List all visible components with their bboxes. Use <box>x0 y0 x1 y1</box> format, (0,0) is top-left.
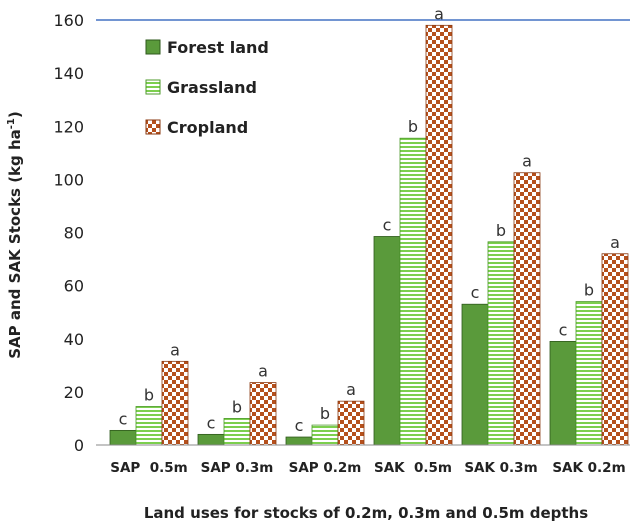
significance-label: a <box>258 362 268 381</box>
bar-forest <box>549 341 577 446</box>
bar-grassland <box>487 241 515 446</box>
significance-label: b <box>496 221 506 240</box>
y-tick-label: 140 <box>53 64 84 83</box>
significance-label: a <box>434 4 444 23</box>
bar-cropland <box>513 172 541 446</box>
significance-label: c <box>295 416 304 435</box>
legend-swatch-forest <box>145 39 161 55</box>
y-axis-title: SAP and SAK Stocks (kg ha-1) <box>6 111 24 359</box>
y-tick-label: 80 <box>64 224 84 243</box>
bar-grassland <box>135 406 163 446</box>
significance-label: b <box>320 404 330 423</box>
y-axis-title-close: ) <box>6 111 24 118</box>
bar-forest <box>373 236 401 446</box>
bar-grassland <box>399 137 427 446</box>
legend-swatch-cropland <box>145 119 161 135</box>
legend-swatch-grassland <box>145 79 161 95</box>
significance-label: c <box>207 413 216 432</box>
y-axis-title-main: SAP and SAK Stocks (kg ha <box>6 129 24 359</box>
y-tick-label: 0 <box>74 436 84 455</box>
significance-label: b <box>408 117 418 136</box>
legend-item-grassland: Grassland <box>145 78 257 97</box>
x-category-label: SAP 0.3m <box>201 460 274 476</box>
significance-label: c <box>383 215 392 234</box>
significance-label: b <box>144 385 154 404</box>
significance-label: b <box>584 281 594 300</box>
bar-cropland <box>249 382 277 446</box>
legend-label-forest: Forest land <box>167 38 269 57</box>
legend-item-cropland: Cropland <box>145 118 248 137</box>
y-tick-label: 120 <box>53 117 84 136</box>
bar-cropland <box>337 400 365 446</box>
y-tick-label: 160 <box>53 11 84 30</box>
x-category-label: SAK 0.2m <box>552 460 625 476</box>
significance-label: a <box>522 152 532 171</box>
x-category-label: SAK 0.3m <box>464 460 537 476</box>
bar-forest <box>461 303 489 446</box>
legend-item-forest: Forest land <box>145 38 269 57</box>
y-tick-label: 60 <box>64 277 84 296</box>
x-axis-title: Land uses for stocks of 0.2m, 0.3m and 0… <box>144 504 588 522</box>
legend: Forest land Grassland Cropland <box>145 38 269 137</box>
y-tick-label: 40 <box>64 330 84 349</box>
y-axis-title-superscript: -1 <box>6 118 17 129</box>
bar-forest <box>197 433 225 446</box>
y-tick-label: 20 <box>64 383 84 402</box>
legend-label-cropland: Cropland <box>167 118 248 137</box>
significance-label: c <box>559 320 568 339</box>
significance-label: a <box>610 233 620 252</box>
significance-label: b <box>232 397 242 416</box>
bar-cropland <box>601 253 629 446</box>
bar-grassland <box>223 418 251 446</box>
bars <box>109 24 629 446</box>
x-category-label: SAK 0.5m <box>374 460 452 476</box>
x-category-label: SAP 0.2m <box>289 460 362 476</box>
x-category-label: SAP 0.5m <box>110 460 187 476</box>
bar-cropland <box>161 360 189 446</box>
x-axis-categories: SAP 0.5m SAP 0.3m SAP 0.2m SAK 0.5m SAK 0.3m… <box>110 460 625 476</box>
bar-forest <box>285 436 313 446</box>
bar-cropland <box>425 24 453 446</box>
significance-label: a <box>346 380 356 399</box>
y-axis-ticks: 0 20 40 60 80 100 120 140 160 <box>53 11 84 455</box>
bar-grassland <box>575 301 603 446</box>
significance-label: c <box>119 409 128 428</box>
y-tick-label: 100 <box>53 170 84 189</box>
bar-grassland <box>311 424 339 446</box>
bar-forest <box>109 429 137 446</box>
significance-label: a <box>170 340 180 359</box>
legend-label-grassland: Grassland <box>167 78 257 97</box>
significance-label: c <box>471 283 480 302</box>
